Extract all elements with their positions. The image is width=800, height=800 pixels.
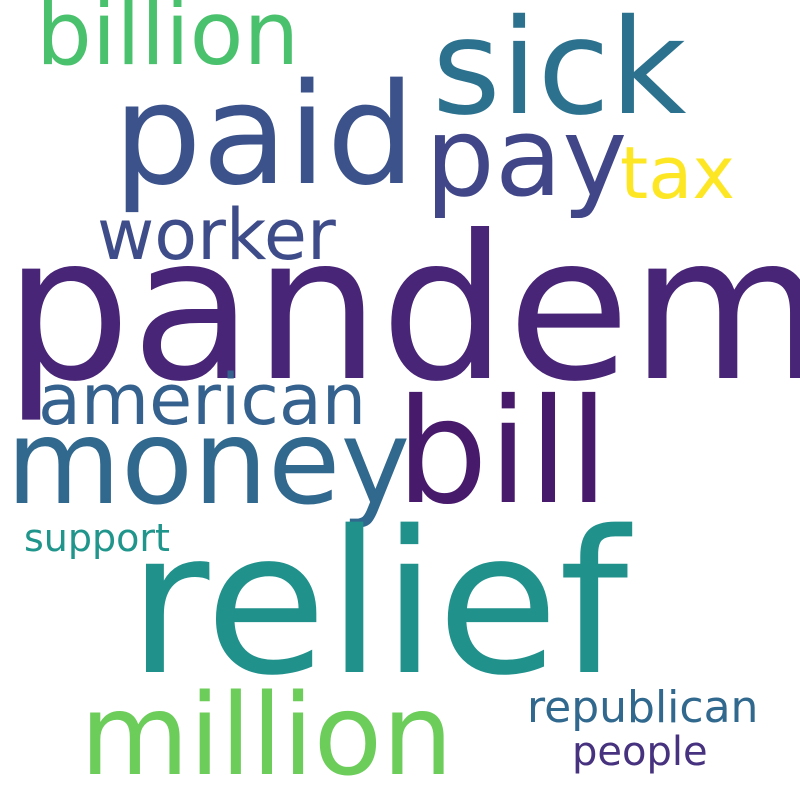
- word-pandemic: pandemic: [4, 193, 800, 426]
- word-million: million: [80, 671, 454, 800]
- word-republican: republican: [527, 682, 759, 733]
- word-american: american: [38, 359, 367, 441]
- word-bill: bill: [396, 368, 609, 537]
- word-money: money: [6, 393, 411, 531]
- word-pay: pay: [425, 93, 628, 221]
- word-support: support: [24, 516, 170, 560]
- word-tax: tax: [620, 131, 735, 215]
- word-worker: worker: [97, 194, 336, 276]
- word-people: people: [572, 729, 708, 775]
- word-relief: relief: [128, 488, 629, 719]
- word-paid: paid: [113, 54, 416, 217]
- word-billion: billion: [36, 0, 300, 85]
- word-sick: sick: [432, 0, 687, 145]
